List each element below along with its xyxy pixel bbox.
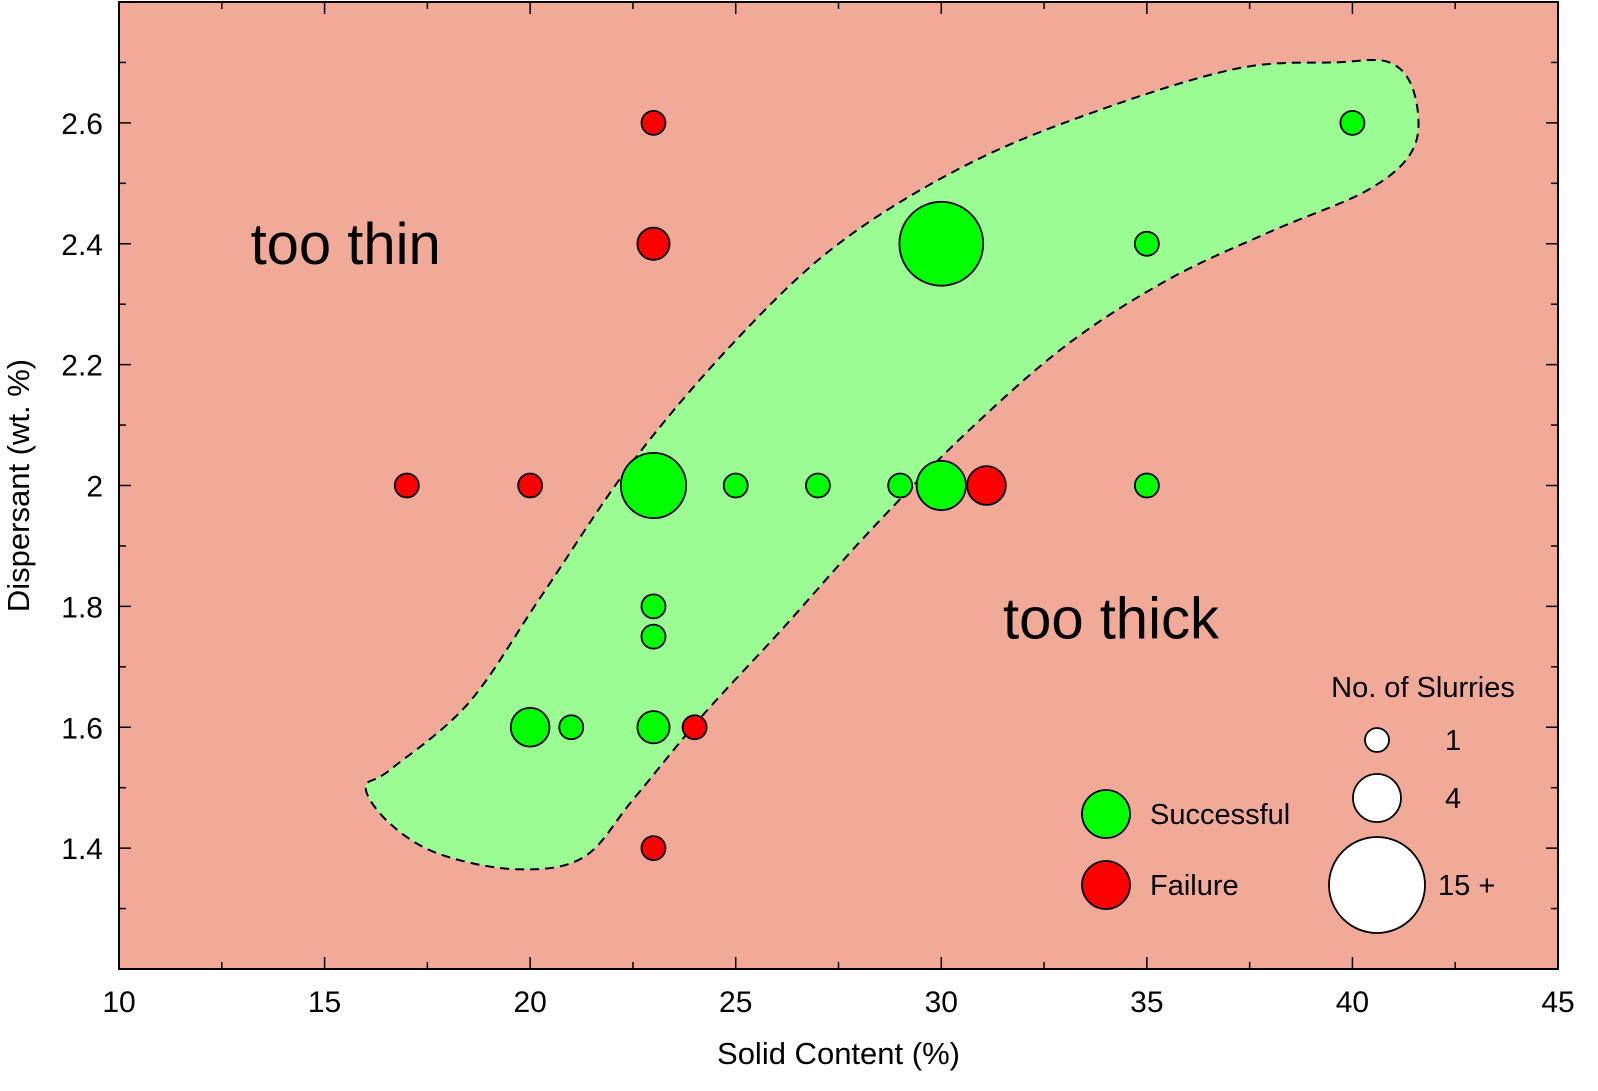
y-axis-title: Dispersant (wt. %): [1, 359, 36, 612]
legend-swatch: [1081, 789, 1131, 839]
axis-ticks: [118, 2, 1559, 969]
successful-point: [640, 593, 667, 620]
successful-point: [558, 714, 585, 741]
x-tick-label: 15: [308, 986, 341, 1019]
legend-size-label: 4: [1445, 783, 1461, 815]
legend-label: Successful: [1150, 799, 1290, 831]
y-tick-label: 1.4: [61, 833, 103, 866]
legend-size-circle: [1352, 773, 1402, 823]
legend: Successful Failure No. of Slurries 1 4 15 +: [1081, 672, 1515, 934]
successful-point: [915, 460, 967, 511]
successful-point: [1133, 472, 1160, 499]
region-annotation: too thin: [251, 212, 441, 277]
successful-point: [640, 623, 667, 650]
y-tick-label: 2: [86, 471, 103, 504]
legend-size-label: 15 +: [1438, 870, 1495, 902]
legend-swatch: [1081, 860, 1131, 910]
x-axis-title: Solid Content (%): [717, 1036, 960, 1071]
legend-size-circle: [1364, 727, 1390, 753]
legend-label: Failure: [1150, 870, 1239, 902]
x-tick-label: 25: [719, 986, 752, 1019]
successful-point: [636, 710, 671, 745]
y-tick-label: 2.2: [61, 350, 103, 383]
x-tick-label: 45: [1541, 986, 1574, 1019]
successful-region: [364, 58, 1420, 871]
x-tick-label: 40: [1336, 986, 1369, 1019]
failure-point: [517, 472, 544, 499]
successful-point: [619, 451, 688, 520]
successful-point: [805, 472, 831, 499]
legend-size-title: No. of Slurries: [1331, 672, 1515, 704]
data-markers: [393, 109, 1366, 862]
successful-point: [509, 707, 551, 748]
failure-point: [636, 226, 671, 261]
y-tick-label: 2.6: [61, 108, 103, 141]
tick-labels: 10 15 20 25 30 35 40 45 1.4 1.6 1.8 2 2.2 2.4 2.6: [61, 108, 1574, 1019]
successful-point: [722, 472, 749, 499]
failure-point: [393, 472, 420, 499]
failure-point: [640, 835, 667, 862]
x-tick-label: 35: [1130, 986, 1163, 1019]
successful-point: [898, 200, 985, 287]
x-tick-label: 30: [925, 986, 958, 1019]
y-tick-label: 1.8: [61, 591, 103, 624]
successful-point: [1133, 230, 1160, 257]
successful-point: [887, 472, 914, 499]
x-tick-label: 10: [102, 986, 135, 1019]
region-annotation: too thick: [1003, 586, 1220, 651]
failure-point: [640, 109, 667, 136]
y-tick-label: 1.6: [61, 712, 103, 745]
failure-point: [966, 465, 1007, 506]
legend-size-circle: [1328, 836, 1426, 934]
y-tick-label: 2.4: [61, 229, 103, 262]
successful-point: [1339, 109, 1366, 136]
region-annotations: too thin too thick: [251, 212, 1220, 652]
failure-point: [681, 714, 708, 741]
x-tick-label: 20: [513, 986, 546, 1019]
legend-size-label: 1: [1445, 725, 1461, 757]
